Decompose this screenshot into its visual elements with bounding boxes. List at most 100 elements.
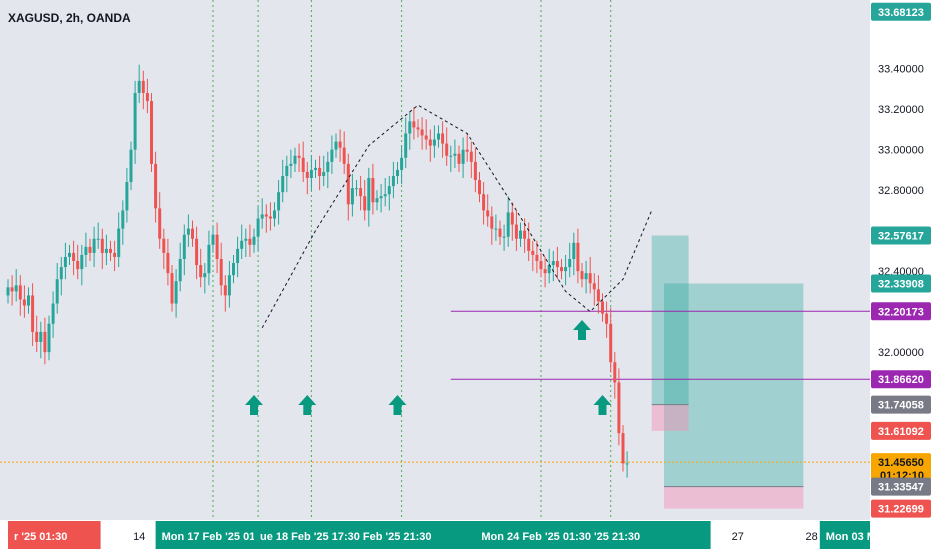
candle[interactable] (47, 315, 51, 361)
candle[interactable] (252, 228, 256, 253)
candle[interactable] (424, 119, 428, 150)
candle[interactable] (305, 161, 309, 195)
candle[interactable] (596, 275, 600, 314)
candle[interactable] (432, 125, 436, 158)
candle[interactable] (63, 242, 67, 280)
candle[interactable] (68, 244, 71, 266)
price-tag[interactable]: 32.57617 (871, 226, 931, 245)
candle[interactable] (100, 228, 104, 270)
candle[interactable] (383, 178, 387, 207)
time-tag[interactable]: ue 18 Feb '25 17:30 Feb '25 21:30 (254, 521, 508, 549)
candle[interactable] (109, 240, 112, 262)
candle[interactable] (478, 171, 481, 203)
candle[interactable] (519, 222, 522, 247)
candle[interactable] (129, 141, 133, 191)
candle[interactable] (203, 263, 207, 294)
candle[interactable] (613, 352, 617, 399)
candle[interactable] (14, 269, 18, 302)
candle[interactable] (27, 287, 30, 314)
candle[interactable] (375, 190, 379, 211)
candle[interactable] (43, 317, 47, 365)
candle[interactable] (576, 228, 580, 284)
candle[interactable] (72, 240, 76, 276)
candle[interactable] (162, 228, 166, 270)
candle[interactable] (22, 285, 26, 318)
candle[interactable] (621, 424, 625, 472)
candle[interactable] (277, 180, 281, 225)
candle[interactable] (31, 283, 35, 347)
candle[interactable] (256, 206, 260, 251)
candle[interactable] (535, 240, 539, 274)
price-tag[interactable]: 32.20173 (871, 302, 931, 321)
candle[interactable] (322, 155, 326, 187)
candle[interactable] (174, 269, 178, 318)
candle[interactable] (195, 226, 199, 280)
candle[interactable] (186, 214, 190, 247)
candle[interactable] (113, 240, 117, 272)
candle[interactable] (232, 254, 235, 284)
candle[interactable] (412, 107, 416, 140)
up-arrow-icon[interactable] (573, 320, 591, 340)
candle[interactable] (617, 368, 621, 446)
candle[interactable] (605, 301, 609, 338)
candle[interactable] (35, 315, 39, 353)
candle[interactable] (76, 244, 80, 280)
candle[interactable] (166, 238, 170, 286)
up-arrow-icon[interactable] (593, 395, 612, 415)
candle[interactable] (445, 127, 449, 166)
candle[interactable] (236, 236, 240, 278)
candle[interactable] (273, 202, 276, 227)
candle[interactable] (531, 240, 535, 272)
candle[interactable] (104, 234, 108, 266)
candle[interactable] (367, 167, 371, 227)
candle[interactable] (404, 117, 408, 168)
candle[interactable] (469, 141, 473, 179)
candle[interactable] (326, 151, 330, 189)
candle[interactable] (330, 135, 334, 174)
candle[interactable] (564, 254, 568, 286)
plot-area[interactable] (0, 0, 870, 520)
price-tag[interactable]: 31.86620 (871, 370, 931, 389)
candle[interactable] (39, 321, 43, 359)
candle[interactable] (592, 273, 596, 306)
time-tag[interactable]: Mon 24 Feb '25 01:30 '25 21:30 (475, 521, 711, 549)
price-tag[interactable]: 31.33547 (871, 477, 931, 496)
candle[interactable] (498, 220, 502, 245)
candle[interactable] (350, 173, 354, 217)
up-arrow-icon[interactable] (298, 395, 317, 415)
candle[interactable] (355, 180, 358, 197)
candle[interactable] (137, 64, 141, 104)
candle[interactable] (580, 263, 584, 288)
candle[interactable] (342, 131, 346, 174)
candle[interactable] (416, 119, 420, 138)
candle[interactable] (121, 200, 125, 245)
candle[interactable] (555, 246, 559, 280)
candle[interactable] (494, 214, 498, 241)
candle[interactable] (539, 252, 543, 278)
candle[interactable] (55, 263, 59, 314)
candle[interactable] (141, 70, 145, 110)
candle[interactable] (244, 228, 248, 257)
candle[interactable] (449, 145, 453, 172)
long-position-small-target-zone[interactable] (651, 235, 689, 405)
candle[interactable] (338, 129, 342, 162)
candle[interactable] (486, 194, 490, 227)
time-tag[interactable]: Mon 03 Mar '2 (819, 521, 898, 549)
candle[interactable] (551, 250, 555, 282)
price-tag[interactable]: 31.22699 (871, 499, 931, 518)
candle[interactable] (301, 141, 305, 183)
candle[interactable] (264, 204, 268, 233)
candle[interactable] (461, 137, 465, 179)
candle[interactable] (182, 224, 186, 276)
candle[interactable] (318, 155, 322, 191)
candle[interactable] (84, 232, 88, 268)
candle[interactable] (453, 139, 457, 168)
candle[interactable] (457, 145, 461, 172)
candle[interactable] (199, 248, 203, 288)
up-arrow-icon[interactable] (388, 395, 407, 415)
candle[interactable] (240, 224, 244, 259)
candle[interactable] (625, 451, 629, 478)
candle[interactable] (428, 129, 432, 162)
candle[interactable] (314, 159, 317, 179)
